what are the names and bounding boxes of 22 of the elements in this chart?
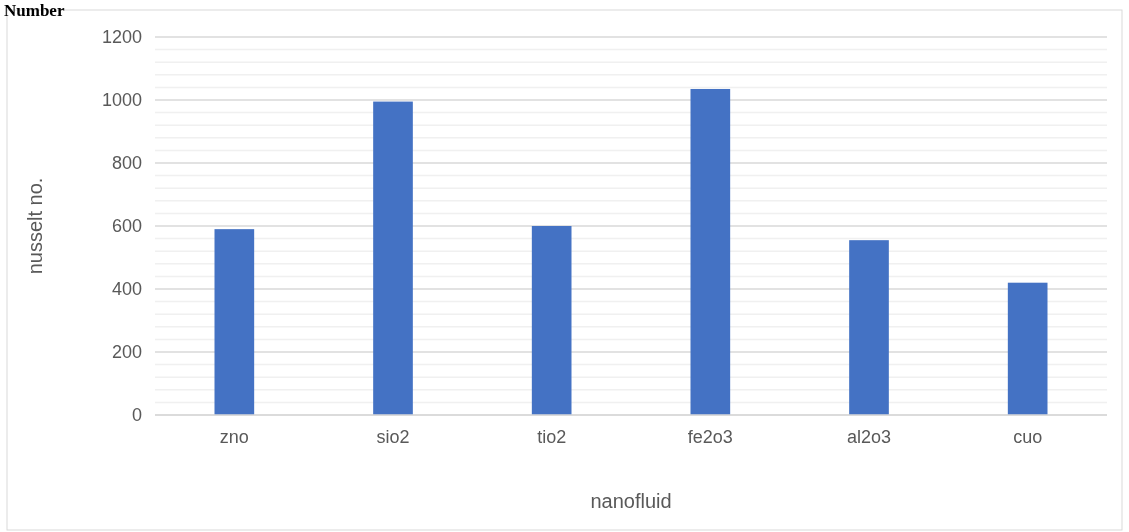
y-tick-label: 800 [111, 153, 142, 174]
x-tick-label: fe2o3 [687, 426, 733, 447]
bar [531, 226, 572, 415]
bar [373, 101, 413, 415]
x-tick-label: cuo [1013, 426, 1043, 447]
bar [1007, 282, 1048, 415]
y-tick-label: 600 [111, 216, 142, 237]
x-tick-label: sio2 [376, 426, 410, 447]
y-tick-label: 1000 [101, 90, 142, 111]
y-tick-label: 1200 [101, 27, 142, 48]
y-tick-label: 200 [111, 342, 142, 363]
bar [690, 88, 731, 415]
x-tick-label: tio2 [537, 426, 567, 447]
chart-title: Number [4, 1, 65, 20]
y-axis-title: nusselt no. [24, 177, 46, 275]
bar [849, 240, 889, 415]
x-tick-label: al2o3 [846, 426, 892, 447]
x-axis-title: nanofluid [590, 490, 672, 512]
bar [214, 229, 255, 415]
y-tick-label: 400 [111, 279, 142, 300]
y-tick-label: 0 [131, 405, 142, 426]
x-tick-label: zno [219, 426, 249, 447]
